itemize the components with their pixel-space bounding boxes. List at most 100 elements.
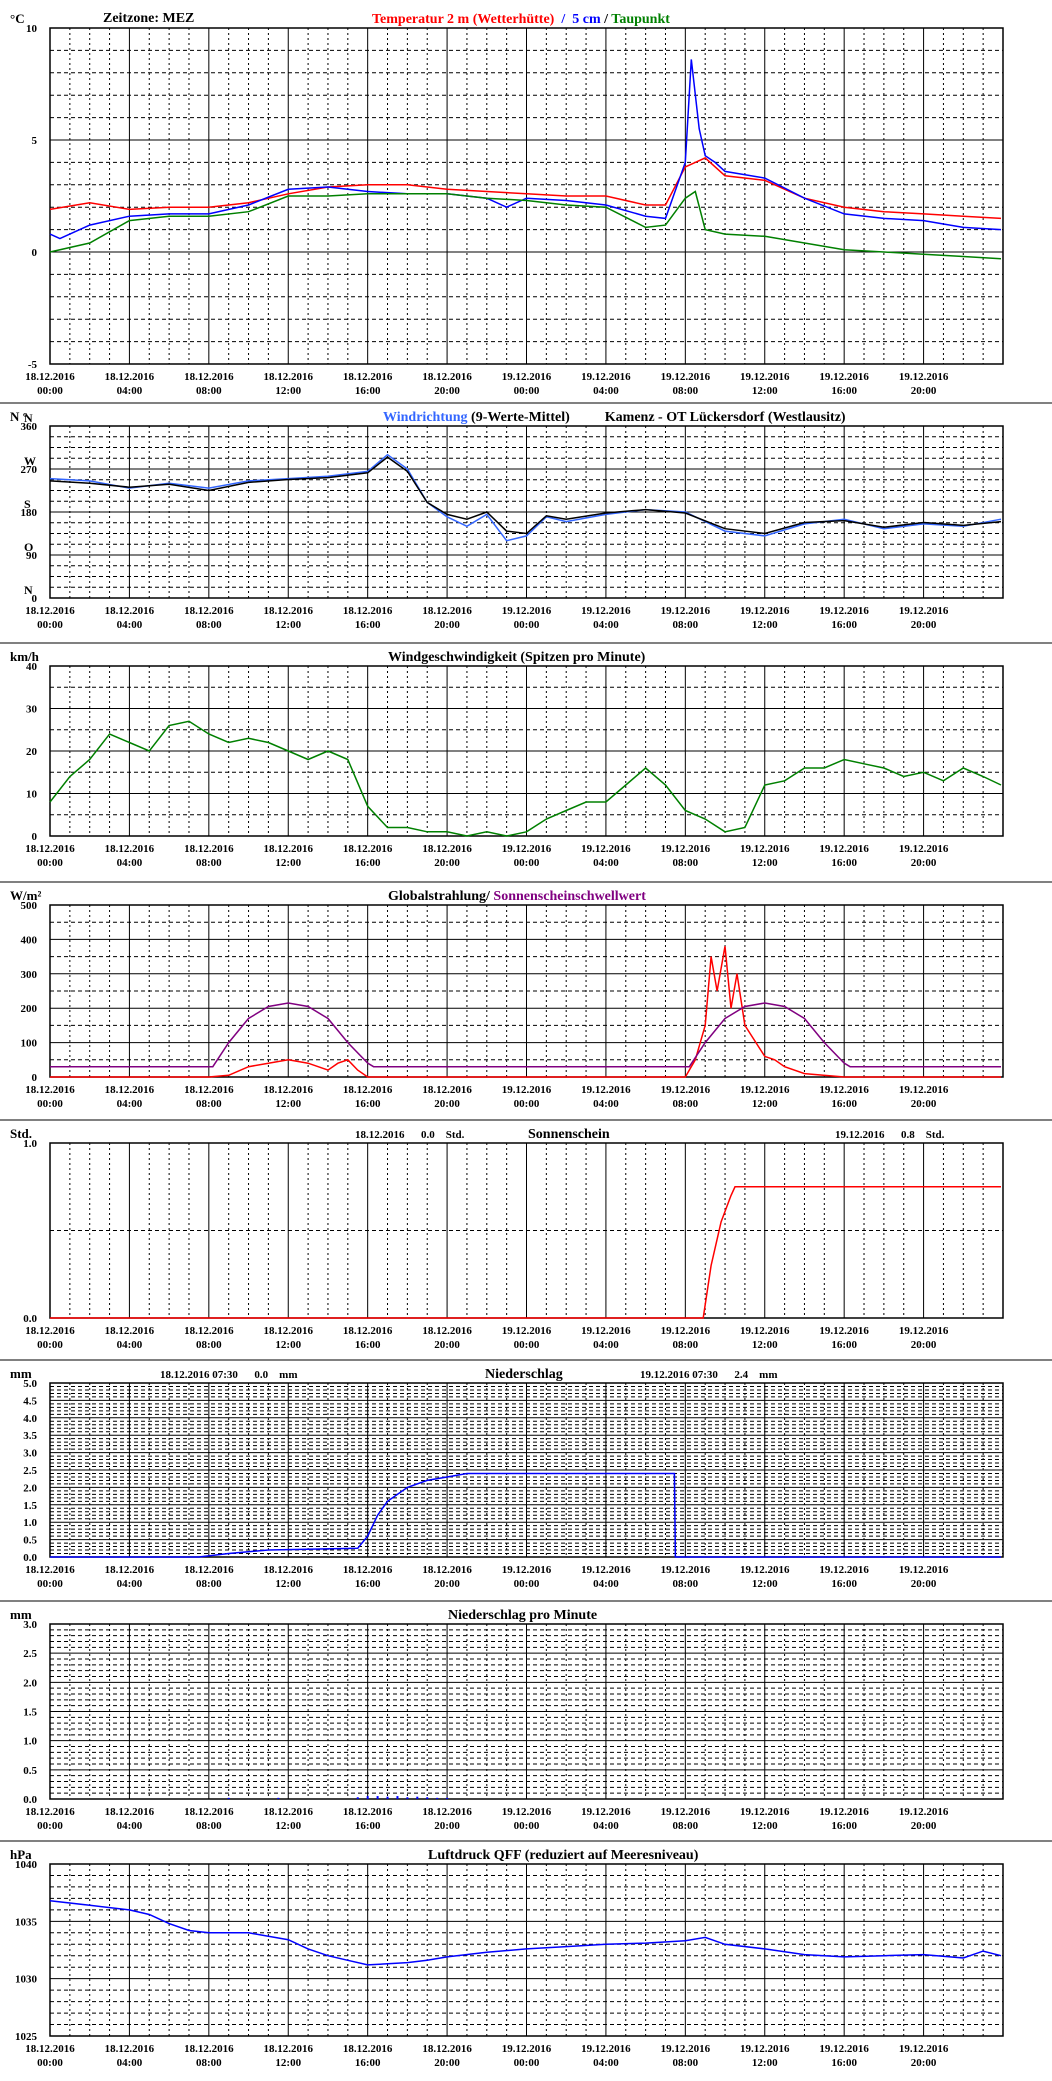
x-tick-date: 19.12.2016 (661, 1084, 711, 1096)
x-tick-date: 18.12.2016 (343, 2043, 393, 2055)
x-tick-time: 20:00 (434, 1578, 460, 1590)
summary-annotation: 18.12.2016 07:30 0.0 mm (160, 1369, 298, 1381)
x-tick-date: 19.12.2016 (581, 1564, 631, 1576)
x-tick-date: 18.12.2016 (264, 1806, 314, 1818)
x-tick-date: 18.12.2016 (105, 843, 155, 855)
x-tick-date: 18.12.2016 (184, 2043, 234, 2055)
x-tick-date: 18.12.2016 (184, 843, 234, 855)
x-tick-date: 18.12.2016 (343, 843, 393, 855)
plot-frame (49, 1863, 1004, 2037)
y-tick-label: 5 (32, 135, 38, 147)
x-tick-time: 16:00 (355, 619, 381, 631)
y-tick-label: 200 (21, 1003, 38, 1015)
compass-label: S (24, 497, 31, 511)
x-tick-date: 19.12.2016 (899, 1084, 949, 1096)
bar-mark (446, 1797, 449, 1799)
y-tick-label: 5.0 (23, 1378, 37, 1390)
x-tick-date: 19.12.2016 (661, 605, 711, 617)
chart-title-part: Niederschlag pro Minute (448, 1608, 597, 1623)
series-line-windgeschwindigkeit (49, 720, 1002, 837)
chart-title: Temperatur 2 m (Wetterhütte) / 5 cm / Ta… (372, 12, 670, 27)
x-tick-date: 18.12.2016 (105, 371, 155, 383)
x-tick-time: 08:00 (196, 2057, 222, 2069)
x-tick-date: 19.12.2016 (581, 605, 631, 617)
y-tick-label: 4.5 (23, 1395, 37, 1407)
x-tick-date: 19.12.2016 (581, 1806, 631, 1818)
chart-title: Niederschlag (485, 1367, 563, 1382)
y-unit-label: N ° (10, 409, 28, 424)
chart-title-part: Sonnenscheinschwellwert (493, 889, 646, 904)
bar-mark (396, 1796, 399, 1799)
x-tick-time: 00:00 (37, 857, 63, 869)
y-tick-label: 4.0 (23, 1413, 37, 1425)
x-tick-time: 00:00 (37, 619, 63, 631)
x-tick-date: 18.12.2016 (422, 605, 472, 617)
x-tick-date: 19.12.2016 (661, 371, 711, 383)
x-tick-time: 20:00 (911, 619, 937, 631)
plot-frame (49, 1382, 1004, 1558)
x-tick-date: 18.12.2016 (184, 371, 234, 383)
x-tick-time: 12:00 (275, 2057, 301, 2069)
y-tick-label: 1.5 (23, 1500, 37, 1512)
x-tick-time: 12:00 (752, 1339, 778, 1351)
x-tick-date: 18.12.2016 (25, 1564, 75, 1576)
x-tick-time: 00:00 (514, 2057, 540, 2069)
x-tick-date: 19.12.2016 (819, 371, 869, 383)
x-tick-time: 00:00 (37, 2057, 63, 2069)
x-tick-time: 16:00 (355, 1820, 381, 1832)
x-tick-date: 18.12.2016 (25, 371, 75, 383)
x-tick-date: 18.12.2016 (264, 2043, 314, 2055)
x-tick-time: 04:00 (593, 385, 619, 397)
compass-label: W (24, 454, 36, 468)
chart-title-part: 5 cm (572, 12, 601, 27)
x-tick-time: 12:00 (752, 1578, 778, 1590)
plot-frame (49, 665, 1004, 837)
x-tick-time: 12:00 (275, 1578, 301, 1590)
x-tick-date: 19.12.2016 (819, 605, 869, 617)
plot-frame (49, 425, 1004, 599)
x-tick-time: 12:00 (275, 1098, 301, 1110)
x-tick-time: 16:00 (355, 1578, 381, 1590)
bar-mark (227, 1797, 230, 1799)
x-tick-date: 19.12.2016 (661, 843, 711, 855)
x-tick-date: 18.12.2016 (184, 1325, 234, 1337)
x-tick-date: 18.12.2016 (25, 1806, 75, 1818)
x-tick-time: 00:00 (514, 857, 540, 869)
x-tick-time: 04:00 (117, 1578, 143, 1590)
chart-title-part: (9-Werte-Mittel) (468, 410, 571, 425)
x-tick-time: 16:00 (355, 1339, 381, 1351)
x-tick-date: 19.12.2016 (740, 1806, 790, 1818)
y-tick-label: 300 (21, 969, 38, 981)
chart-title: Sonnenschein (528, 1127, 610, 1142)
x-tick-date: 19.12.2016 (819, 2043, 869, 2055)
x-tick-time: 20:00 (434, 619, 460, 631)
x-tick-time: 00:00 (514, 619, 540, 631)
x-tick-date: 19.12.2016 (819, 843, 869, 855)
bar-mark (356, 1797, 359, 1799)
chart-title-part: Globalstrahlung/ (388, 889, 493, 904)
x-tick-date: 18.12.2016 (343, 1325, 393, 1337)
x-tick-date: 18.12.2016 (25, 1084, 75, 1096)
x-tick-date: 19.12.2016 (661, 1806, 711, 1818)
x-tick-date: 19.12.2016 (899, 2043, 949, 2055)
x-tick-time: 00:00 (37, 385, 63, 397)
y-unit-label: mm (10, 1607, 32, 1622)
y-tick-label: 0.0 (23, 1794, 37, 1806)
x-tick-time: 04:00 (117, 619, 143, 631)
y-tick-label: 30 (26, 704, 38, 716)
x-tick-time: 20:00 (434, 1098, 460, 1110)
x-tick-time: 00:00 (37, 1339, 63, 1351)
y-tick-label: 2.0 (23, 1482, 37, 1494)
x-tick-time: 20:00 (911, 857, 937, 869)
x-tick-date: 19.12.2016 (740, 1084, 790, 1096)
y-tick-label: 10 (26, 789, 38, 801)
x-tick-date: 19.12.2016 (502, 1084, 552, 1096)
x-tick-time: 00:00 (37, 1820, 63, 1832)
x-tick-date: 19.12.2016 (581, 2043, 631, 2055)
x-tick-date: 19.12.2016 (502, 1806, 552, 1818)
x-tick-date: 19.12.2016 (819, 1806, 869, 1818)
x-tick-time: 08:00 (196, 1820, 222, 1832)
